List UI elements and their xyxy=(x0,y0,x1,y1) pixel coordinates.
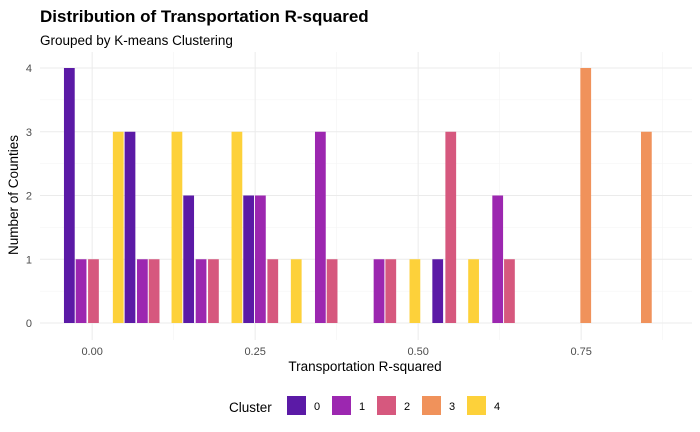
bar-cluster-3-0 xyxy=(580,68,592,323)
legend-swatch-1 xyxy=(332,396,351,415)
legend-swatch-4 xyxy=(467,396,486,415)
bar-cluster-4-4 xyxy=(409,259,421,323)
bar-cluster-0-1 xyxy=(124,131,136,323)
bar-cluster-2-0 xyxy=(88,259,99,323)
legend-label-2: 2 xyxy=(404,401,410,413)
y-axis-ticks: 0 1 2 3 4 xyxy=(26,63,32,330)
y-tick-label: 1 xyxy=(26,254,32,266)
bar-cluster-2-6 xyxy=(445,131,457,323)
bar-cluster-0-3 xyxy=(243,195,255,323)
bar-cluster-1-4 xyxy=(314,131,326,323)
y-tick-label: 3 xyxy=(26,127,32,139)
bars xyxy=(63,68,652,323)
y-tick-label: 4 xyxy=(26,63,32,75)
bar-cluster-4-0 xyxy=(112,131,124,323)
legend-label-1: 1 xyxy=(359,401,365,413)
bar-cluster-3-1 xyxy=(640,131,652,323)
x-tick-label: 0.50 xyxy=(407,346,428,358)
bar-cluster-1-3 xyxy=(255,195,266,323)
x-axis-ticks: 0.00 0.25 0.50 0.75 xyxy=(81,346,591,358)
bar-cluster-2-3 xyxy=(267,259,279,323)
bar-cluster-4-1 xyxy=(171,131,183,323)
legend-swatch-2 xyxy=(377,396,396,415)
bar-cluster-1-2 xyxy=(195,259,207,323)
legend-swatch-0 xyxy=(287,396,306,415)
legend-swatch-3 xyxy=(422,396,441,415)
bar-cluster-2-4 xyxy=(326,259,338,323)
bar-cluster-0-4 xyxy=(432,259,444,323)
bar-cluster-4-5 xyxy=(468,259,479,323)
bar-cluster-1-6 xyxy=(492,195,504,323)
x-tick-label: 0.00 xyxy=(81,346,102,358)
bar-cluster-1-5 xyxy=(373,259,385,323)
bar-cluster-1-1 xyxy=(136,259,148,323)
bar-cluster-1-0 xyxy=(75,259,87,323)
bar-cluster-4-3 xyxy=(290,259,302,323)
legend-label-0: 0 xyxy=(314,401,320,413)
legend-label-4: 4 xyxy=(494,401,500,413)
bar-cluster-4-2 xyxy=(231,131,243,323)
bar-cluster-2-1 xyxy=(148,259,160,323)
y-tick-label: 2 xyxy=(26,191,32,203)
legend-label-3: 3 xyxy=(449,401,455,413)
legend: Cluster 0 1 2 3 4 xyxy=(229,396,500,415)
x-tick-label: 0.75 xyxy=(570,346,591,358)
bar-cluster-2-2 xyxy=(208,259,219,323)
y-axis-label: Number of Counties xyxy=(6,135,21,255)
bar-cluster-2-5 xyxy=(385,259,397,323)
bar-cluster-2-7 xyxy=(504,259,515,323)
bar-cluster-0-2 xyxy=(183,195,195,323)
bar-cluster-0-0 xyxy=(63,68,75,323)
x-axis-label: Transportation R-squared xyxy=(288,359,441,374)
legend-title: Cluster xyxy=(229,400,272,415)
y-tick-label: 0 xyxy=(26,318,32,330)
x-tick-label: 0.25 xyxy=(244,346,265,358)
chart-title: Distribution of Transportation R-squared xyxy=(40,7,369,26)
chart-subtitle: Grouped by K-means Clustering xyxy=(40,33,233,48)
